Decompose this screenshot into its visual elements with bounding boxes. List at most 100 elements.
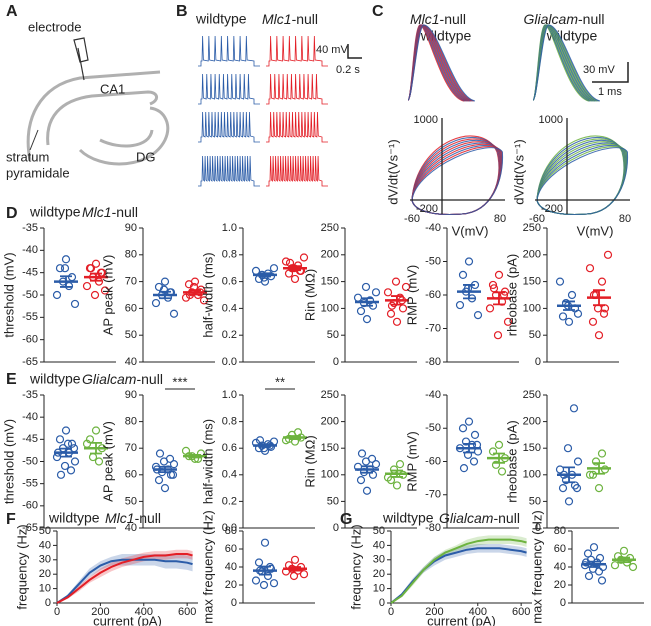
panel-letter: G bbox=[340, 511, 352, 528]
label: CA1 bbox=[100, 81, 125, 96]
significance: ** bbox=[275, 374, 285, 389]
data-point bbox=[56, 470, 66, 479]
data-point bbox=[589, 543, 599, 552]
legend-entry: wildtype bbox=[48, 510, 100, 526]
data-point bbox=[55, 264, 65, 273]
y-tick-label: 80 bbox=[125, 416, 137, 428]
y-axis-label: Rin (MΩ) bbox=[302, 269, 317, 321]
y-tick-label: 0.2 bbox=[222, 495, 237, 507]
voltage-trace bbox=[198, 155, 260, 187]
data-point bbox=[458, 270, 468, 279]
data-point bbox=[290, 274, 300, 284]
error-bar bbox=[189, 289, 201, 296]
data-point bbox=[603, 250, 613, 259]
y-axis-label: rheobase (pA) bbox=[504, 254, 519, 336]
y-tick-label: 0.2 bbox=[222, 329, 237, 341]
y-tick-label: 80 bbox=[554, 525, 566, 537]
data-point bbox=[585, 470, 595, 479]
data-point bbox=[473, 311, 483, 320]
data-point bbox=[583, 549, 593, 558]
phase-axes bbox=[410, 118, 630, 214]
y-tick-label: 40 bbox=[125, 356, 137, 368]
data-point bbox=[269, 437, 279, 446]
data-point bbox=[395, 460, 405, 469]
data-point bbox=[594, 567, 604, 576]
x-tick-label: 200 bbox=[425, 606, 443, 618]
y-tick-label: 200 bbox=[321, 249, 339, 261]
data-point bbox=[558, 312, 568, 321]
y-tick-label: 40 bbox=[373, 539, 385, 551]
y-tick-label: 10 bbox=[373, 583, 385, 595]
data-point bbox=[386, 309, 396, 318]
y-tick-label: 90 bbox=[125, 389, 137, 401]
data-point bbox=[619, 546, 629, 555]
voltage-trace bbox=[198, 35, 260, 67]
data-point bbox=[94, 457, 104, 466]
error-bar bbox=[90, 272, 102, 282]
data-point bbox=[169, 460, 179, 469]
y-tick-label: 70 bbox=[125, 442, 137, 454]
y-tick-label: 150 bbox=[523, 442, 541, 454]
y-tick-label: 0.4 bbox=[222, 469, 237, 481]
y-tick-label: 1.0 bbox=[222, 389, 237, 401]
error-bar bbox=[463, 284, 475, 300]
data-point bbox=[251, 266, 261, 275]
error-bar bbox=[361, 465, 373, 474]
error-bar bbox=[563, 466, 575, 484]
data-point bbox=[469, 457, 479, 466]
data-point bbox=[168, 470, 178, 479]
error-bar bbox=[618, 556, 630, 563]
error-bar bbox=[391, 295, 403, 306]
error-bar bbox=[189, 453, 201, 459]
phase-loop bbox=[411, 147, 504, 216]
y-tick-label: -60 bbox=[425, 289, 441, 301]
data-point bbox=[367, 454, 377, 463]
y-axis-label: RMP (mV) bbox=[404, 265, 419, 325]
scale-label: 40 mV bbox=[316, 44, 348, 56]
data-line bbox=[390, 538, 527, 604]
data-point bbox=[588, 317, 598, 326]
phase-loop bbox=[536, 147, 629, 216]
voltage-trace bbox=[198, 111, 260, 143]
data-point bbox=[488, 280, 498, 290]
y-tick-label: 20 bbox=[225, 579, 237, 591]
data-point bbox=[151, 298, 161, 308]
data-point bbox=[66, 466, 76, 475]
error-bar bbox=[289, 435, 301, 441]
data-point bbox=[356, 476, 366, 485]
y-tick-label: 100 bbox=[321, 302, 339, 314]
data-point bbox=[497, 467, 507, 476]
y-tick-label: 60 bbox=[125, 302, 137, 314]
y-tick-label: 90 bbox=[125, 222, 137, 234]
tick-label: 80 bbox=[494, 213, 506, 225]
data-point bbox=[362, 486, 372, 495]
data-point bbox=[263, 571, 273, 581]
data-point bbox=[63, 439, 73, 448]
y-tick-label: 50 bbox=[529, 329, 541, 341]
data-point bbox=[60, 461, 70, 471]
data-point bbox=[169, 309, 179, 318]
y-axis-label: half-width (ms) bbox=[200, 419, 215, 504]
y-axis-label: threshold (mV) bbox=[1, 419, 16, 504]
y-tick-label: -65 bbox=[22, 356, 38, 368]
data-point bbox=[564, 497, 574, 506]
y-tick-label: 250 bbox=[523, 389, 541, 401]
data-point bbox=[91, 426, 101, 435]
voltage-trace bbox=[266, 111, 328, 143]
scale-bar bbox=[347, 44, 362, 59]
y-tick-label: 0 bbox=[535, 356, 541, 368]
y-tick-label: 40 bbox=[125, 522, 137, 534]
y-axis-label: max frequency (Hz) bbox=[200, 510, 215, 623]
data-point bbox=[594, 331, 604, 340]
y-tick-label: 50 bbox=[125, 495, 137, 507]
ca-layer bbox=[26, 70, 161, 161]
data-point bbox=[181, 446, 191, 455]
data-point bbox=[597, 277, 607, 286]
data-point bbox=[299, 253, 309, 262]
legend-entry: Glialcam-null bbox=[524, 11, 605, 27]
y-tick-label: -80 bbox=[425, 522, 441, 534]
y-tick-label: 0 bbox=[45, 597, 51, 609]
error-bar bbox=[593, 289, 605, 307]
y-tick-label: 0 bbox=[535, 522, 541, 534]
y-tick-label: 10 bbox=[39, 583, 51, 595]
